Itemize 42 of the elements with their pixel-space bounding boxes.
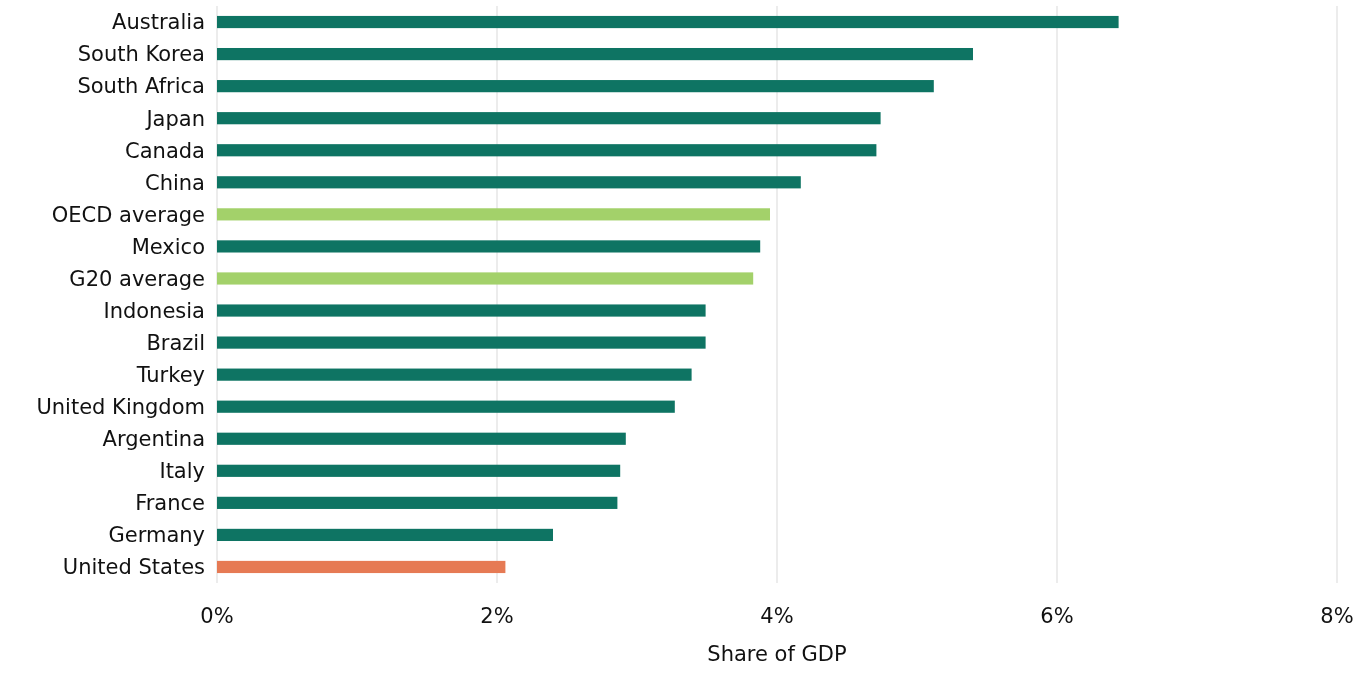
y-tick-label: Mexico [131,234,205,259]
y-tick-label: Brazil [146,330,205,355]
bar [217,432,626,445]
y-tick-label: Germany [108,523,205,548]
y-tick-label: Argentina [102,427,205,452]
y-tick-label: China [145,170,205,195]
bar [217,240,761,253]
bar [217,15,1119,29]
y-tick-label: Indonesia [103,298,205,323]
y-tick-label: Italy [159,459,205,484]
y-tick-label: South Korea [77,42,205,67]
y-tick-label: Australia [112,10,205,35]
bar [217,272,754,285]
x-tick-label: 8% [1320,604,1354,628]
x-axis-title: Share of GDP [707,642,847,666]
y-tick-label: G20 average [69,266,205,291]
bar [217,336,706,349]
y-tick-label: Turkey [135,362,205,387]
y-tick-label: United States [62,555,205,580]
bar [217,208,770,221]
bar [217,304,706,317]
bar [217,144,877,157]
bar [217,464,621,477]
bar [217,176,801,189]
bar [217,47,973,61]
x-tick-label: 4% [760,604,794,628]
x-tick-label: 0% [200,604,234,628]
bar [217,80,934,93]
bar [217,496,618,509]
y-tick-label: France [135,491,205,516]
bar [217,560,506,574]
y-tick-label: Japan [144,106,205,131]
bar [217,528,553,542]
bar [217,400,675,413]
y-tick-label: OECD average [51,202,205,227]
bar [217,368,692,381]
y-tick-label: United Kingdom [36,395,205,420]
y-tick-label: South Africa [77,74,205,99]
bar [217,112,881,125]
x-tick-label: 2% [480,604,514,628]
y-tick-label: Canada [125,138,205,163]
x-tick-label: 6% [1040,604,1074,628]
